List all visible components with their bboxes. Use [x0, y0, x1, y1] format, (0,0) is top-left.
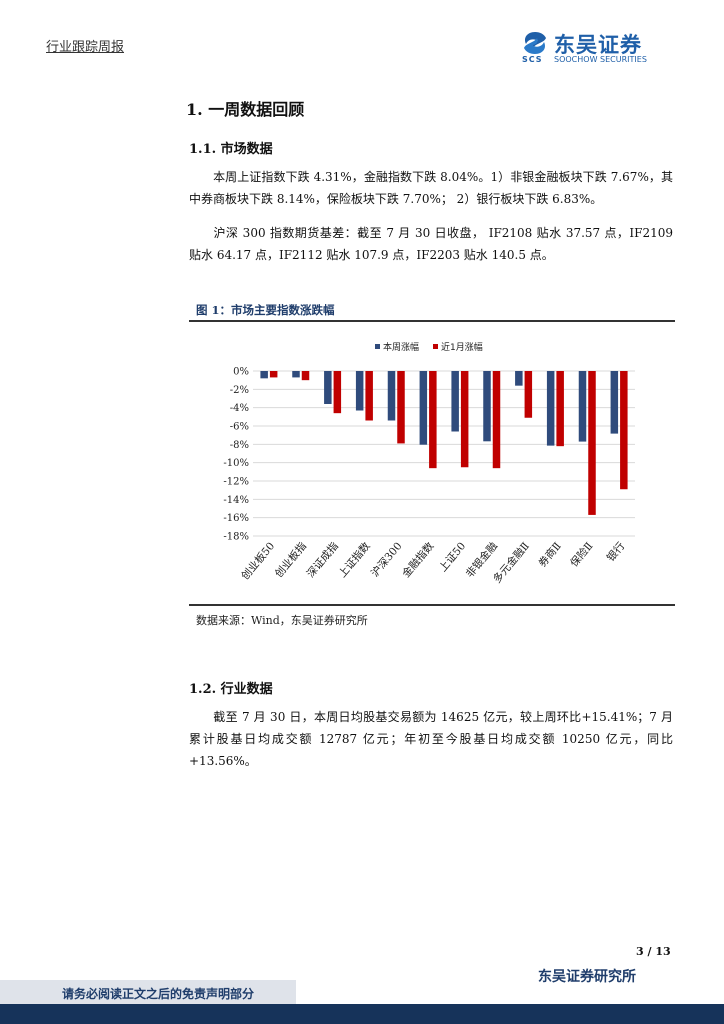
y-tick-label: -10%: [223, 458, 249, 469]
bar: [610, 371, 619, 434]
legend-swatch: [433, 344, 438, 349]
logo-chinese-name: 东吴证券: [554, 33, 642, 57]
y-tick-label: -8%: [230, 440, 249, 451]
x-tick-label: 创业板50: [238, 540, 277, 583]
page-number: 3 / 13: [636, 945, 671, 958]
index-change-bar-chart: 0% -2% -4% -6% -8% -10% -12% -14% -16% -18% 本周涨幅 近1…: [223, 341, 635, 586]
bar: [324, 371, 332, 404]
x-tick-label: 金融指数: [399, 539, 436, 580]
disclaimer-band: [0, 980, 296, 1004]
x-tick-label: 上证50: [437, 540, 468, 574]
bar: [620, 371, 628, 490]
bar: [460, 371, 469, 468]
paragraph-futures-basis: 沪深 300 指数期货基差：截至 7 月 30 日收盘， IF2108 贴水 3…: [189, 226, 673, 262]
bar: [546, 371, 555, 446]
bar: [515, 371, 523, 386]
report-type-label: 行业跟踪周报: [46, 40, 125, 55]
bar: [333, 371, 342, 414]
footer-institute: 东吴证券研究所: [538, 969, 636, 985]
bar: [419, 371, 428, 445]
x-tick-label: 保险Ⅱ: [568, 540, 596, 570]
bar: [292, 371, 300, 378]
bar: [578, 371, 587, 442]
footer-bar: [0, 1004, 724, 1024]
legend-label: 本周涨幅: [383, 341, 419, 353]
logo-english-name: SOOCHOW SECURITIES: [554, 55, 647, 64]
disclaimer-text: 请务必阅读正文之后的免责声明部分: [62, 987, 255, 1001]
bar: [451, 371, 459, 432]
y-tick-label: -18%: [223, 532, 249, 543]
x-tick-label: 沪深300: [368, 540, 404, 580]
bar: [269, 371, 278, 378]
y-tick-label: 0%: [233, 367, 249, 378]
y-tick-label: -14%: [223, 495, 249, 506]
figure-title: 图 1：市场主要指数涨跌幅: [196, 303, 335, 317]
company-logo: 东吴证券 SCS SOOCHOW SECURITIES: [522, 31, 672, 67]
legend-swatch: [375, 344, 380, 349]
figure-top-rule: [189, 320, 675, 322]
bar: [492, 371, 501, 469]
x-tick-label: 深证成指: [304, 539, 341, 580]
x-tick-label: 上证指数: [336, 539, 373, 580]
x-tick-label: 券商Ⅱ: [536, 540, 564, 570]
section-title: 1. 一周数据回顾: [186, 100, 305, 119]
paragraph-market-summary: 本周上证指数下跌 4.31%，金融指数下跌 8.04%。1）非银金融板块下跌 7…: [189, 170, 673, 206]
logo-abbreviation: SCS: [522, 55, 543, 64]
bar: [260, 371, 268, 379]
x-tick-label: 创业板指: [272, 539, 309, 580]
x-tick-label: 银行: [604, 539, 628, 564]
bar: [355, 371, 364, 411]
bar: [483, 371, 491, 442]
subsection-title-market: 1.1. 市场数据: [189, 142, 273, 157]
bar: [365, 371, 373, 421]
bar: [588, 371, 596, 515]
bar: [429, 371, 437, 469]
subsection-title-industry: 1.2. 行业数据: [189, 682, 273, 697]
bar: [301, 371, 310, 381]
bar: [397, 371, 405, 444]
y-tick-label: -4%: [230, 403, 249, 414]
y-tick-label: -6%: [230, 422, 249, 433]
figure-source: 数据来源：Wind，东吴证券研究所: [196, 614, 368, 627]
bar: [524, 371, 533, 418]
bar: [387, 371, 396, 421]
y-tick-label: -16%: [223, 513, 249, 524]
legend-label: 近1月涨幅: [441, 341, 483, 353]
logo-swirl-icon: [524, 32, 546, 54]
bar: [556, 371, 564, 447]
figure-bottom-rule: [189, 604, 675, 606]
y-tick-label: -12%: [223, 477, 249, 488]
y-tick-label: -2%: [230, 385, 249, 396]
paragraph-industry-data: 截至 7 月 30 日，本周日均股基交易额为 14625 亿元，较上周环比+15…: [189, 710, 673, 768]
